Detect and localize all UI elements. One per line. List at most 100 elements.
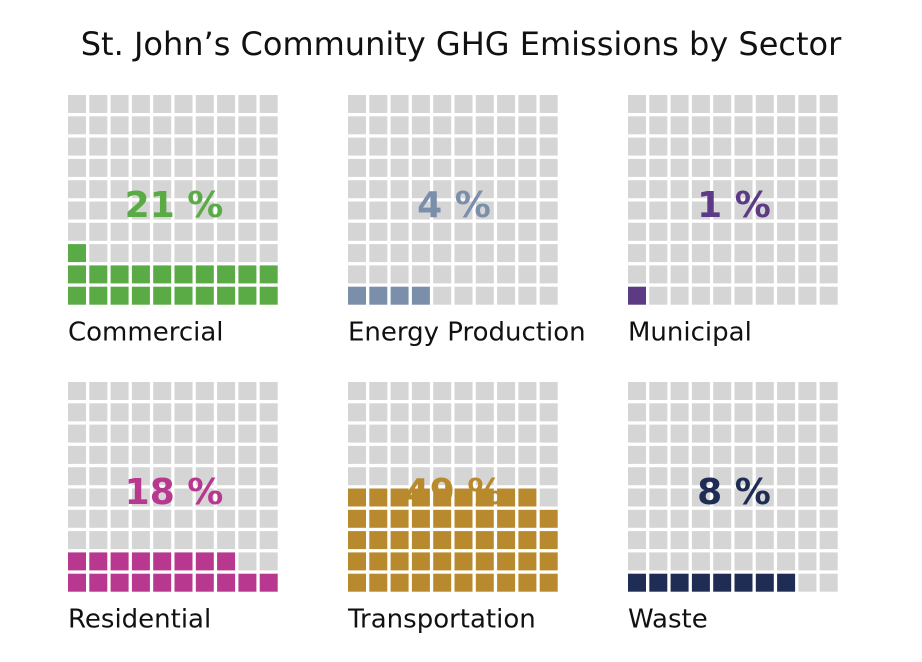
empty-cell	[628, 424, 646, 443]
empty-cell	[433, 286, 452, 305]
empty-cell	[691, 201, 710, 220]
empty-cell	[195, 509, 214, 528]
empty-cell	[734, 158, 753, 177]
filled-cell	[259, 286, 278, 305]
empty-cell	[259, 158, 278, 177]
empty-cell	[497, 158, 516, 177]
empty-cell	[628, 488, 646, 507]
empty-cell	[217, 116, 236, 135]
empty-cell	[68, 467, 86, 486]
filled-cell	[217, 265, 236, 284]
empty-cell	[755, 244, 774, 263]
empty-cell	[713, 180, 732, 199]
filled-cell	[153, 552, 172, 571]
empty-cell	[649, 116, 668, 135]
filled-cell	[131, 286, 150, 305]
empty-cell	[649, 137, 668, 156]
empty-cell	[475, 445, 494, 464]
filled-cell	[68, 286, 86, 305]
empty-cell	[68, 531, 86, 550]
filled-cell	[539, 573, 558, 592]
empty-cell	[713, 382, 732, 400]
value-label: 8 %	[697, 472, 771, 513]
empty-cell	[539, 201, 558, 220]
empty-cell	[131, 488, 150, 507]
empty-cell	[819, 445, 838, 464]
empty-cell	[475, 382, 494, 400]
empty-cell	[518, 265, 537, 284]
empty-cell	[819, 137, 838, 156]
empty-cell	[369, 403, 388, 422]
empty-cell	[670, 95, 689, 113]
empty-cell	[755, 445, 774, 464]
empty-cell	[195, 95, 214, 113]
empty-cell	[89, 137, 108, 156]
empty-cell	[798, 445, 817, 464]
empty-cell	[89, 403, 108, 422]
empty-cell	[691, 95, 710, 113]
empty-cell	[475, 286, 494, 305]
empty-cell	[539, 403, 558, 422]
filled-cell	[348, 286, 366, 305]
empty-cell	[174, 424, 193, 443]
empty-cell	[174, 382, 193, 400]
empty-cell	[217, 509, 236, 528]
empty-cell	[649, 445, 668, 464]
filled-cell	[369, 488, 388, 507]
empty-cell	[670, 382, 689, 400]
empty-cell	[475, 244, 494, 263]
filled-cell	[217, 573, 236, 592]
filled-cell	[131, 265, 150, 284]
empty-cell	[433, 244, 452, 263]
value-label: 18 %	[125, 472, 224, 513]
empty-cell	[259, 116, 278, 135]
empty-cell	[691, 116, 710, 135]
empty-cell	[777, 180, 796, 199]
empty-cell	[131, 201, 150, 220]
empty-cell	[497, 445, 516, 464]
empty-cell	[217, 180, 236, 199]
empty-cell	[195, 222, 214, 241]
empty-cell	[777, 201, 796, 220]
empty-cell	[89, 244, 108, 263]
empty-cell	[734, 445, 753, 464]
empty-cell	[68, 222, 86, 241]
empty-cell	[110, 244, 129, 263]
empty-cell	[691, 552, 710, 571]
empty-cell	[670, 180, 689, 199]
empty-cell	[348, 180, 366, 199]
empty-cell	[755, 403, 774, 422]
empty-cell	[649, 201, 668, 220]
empty-cell	[475, 424, 494, 443]
filled-cell	[348, 509, 366, 528]
empty-cell	[110, 403, 129, 422]
empty-cell	[454, 201, 473, 220]
empty-cell	[195, 201, 214, 220]
empty-cell	[777, 424, 796, 443]
empty-cell	[174, 244, 193, 263]
empty-cell	[390, 445, 409, 464]
empty-cell	[348, 265, 366, 284]
filled-cell	[174, 265, 193, 284]
empty-cell	[691, 467, 710, 486]
filled-cell	[411, 286, 430, 305]
empty-cell	[755, 180, 774, 199]
filled-cell	[153, 286, 172, 305]
empty-cell	[131, 180, 150, 199]
empty-cell	[713, 424, 732, 443]
empty-cell	[670, 403, 689, 422]
empty-cell	[238, 403, 257, 422]
empty-cell	[433, 265, 452, 284]
filled-cell	[390, 552, 409, 571]
empty-cell	[539, 158, 558, 177]
filled-cell	[174, 573, 193, 592]
empty-cell	[390, 265, 409, 284]
empty-cell	[539, 445, 558, 464]
empty-cell	[238, 158, 257, 177]
filled-cell	[454, 552, 473, 571]
empty-cell	[348, 201, 366, 220]
empty-cell	[691, 137, 710, 156]
empty-cell	[734, 180, 753, 199]
empty-cell	[649, 95, 668, 113]
